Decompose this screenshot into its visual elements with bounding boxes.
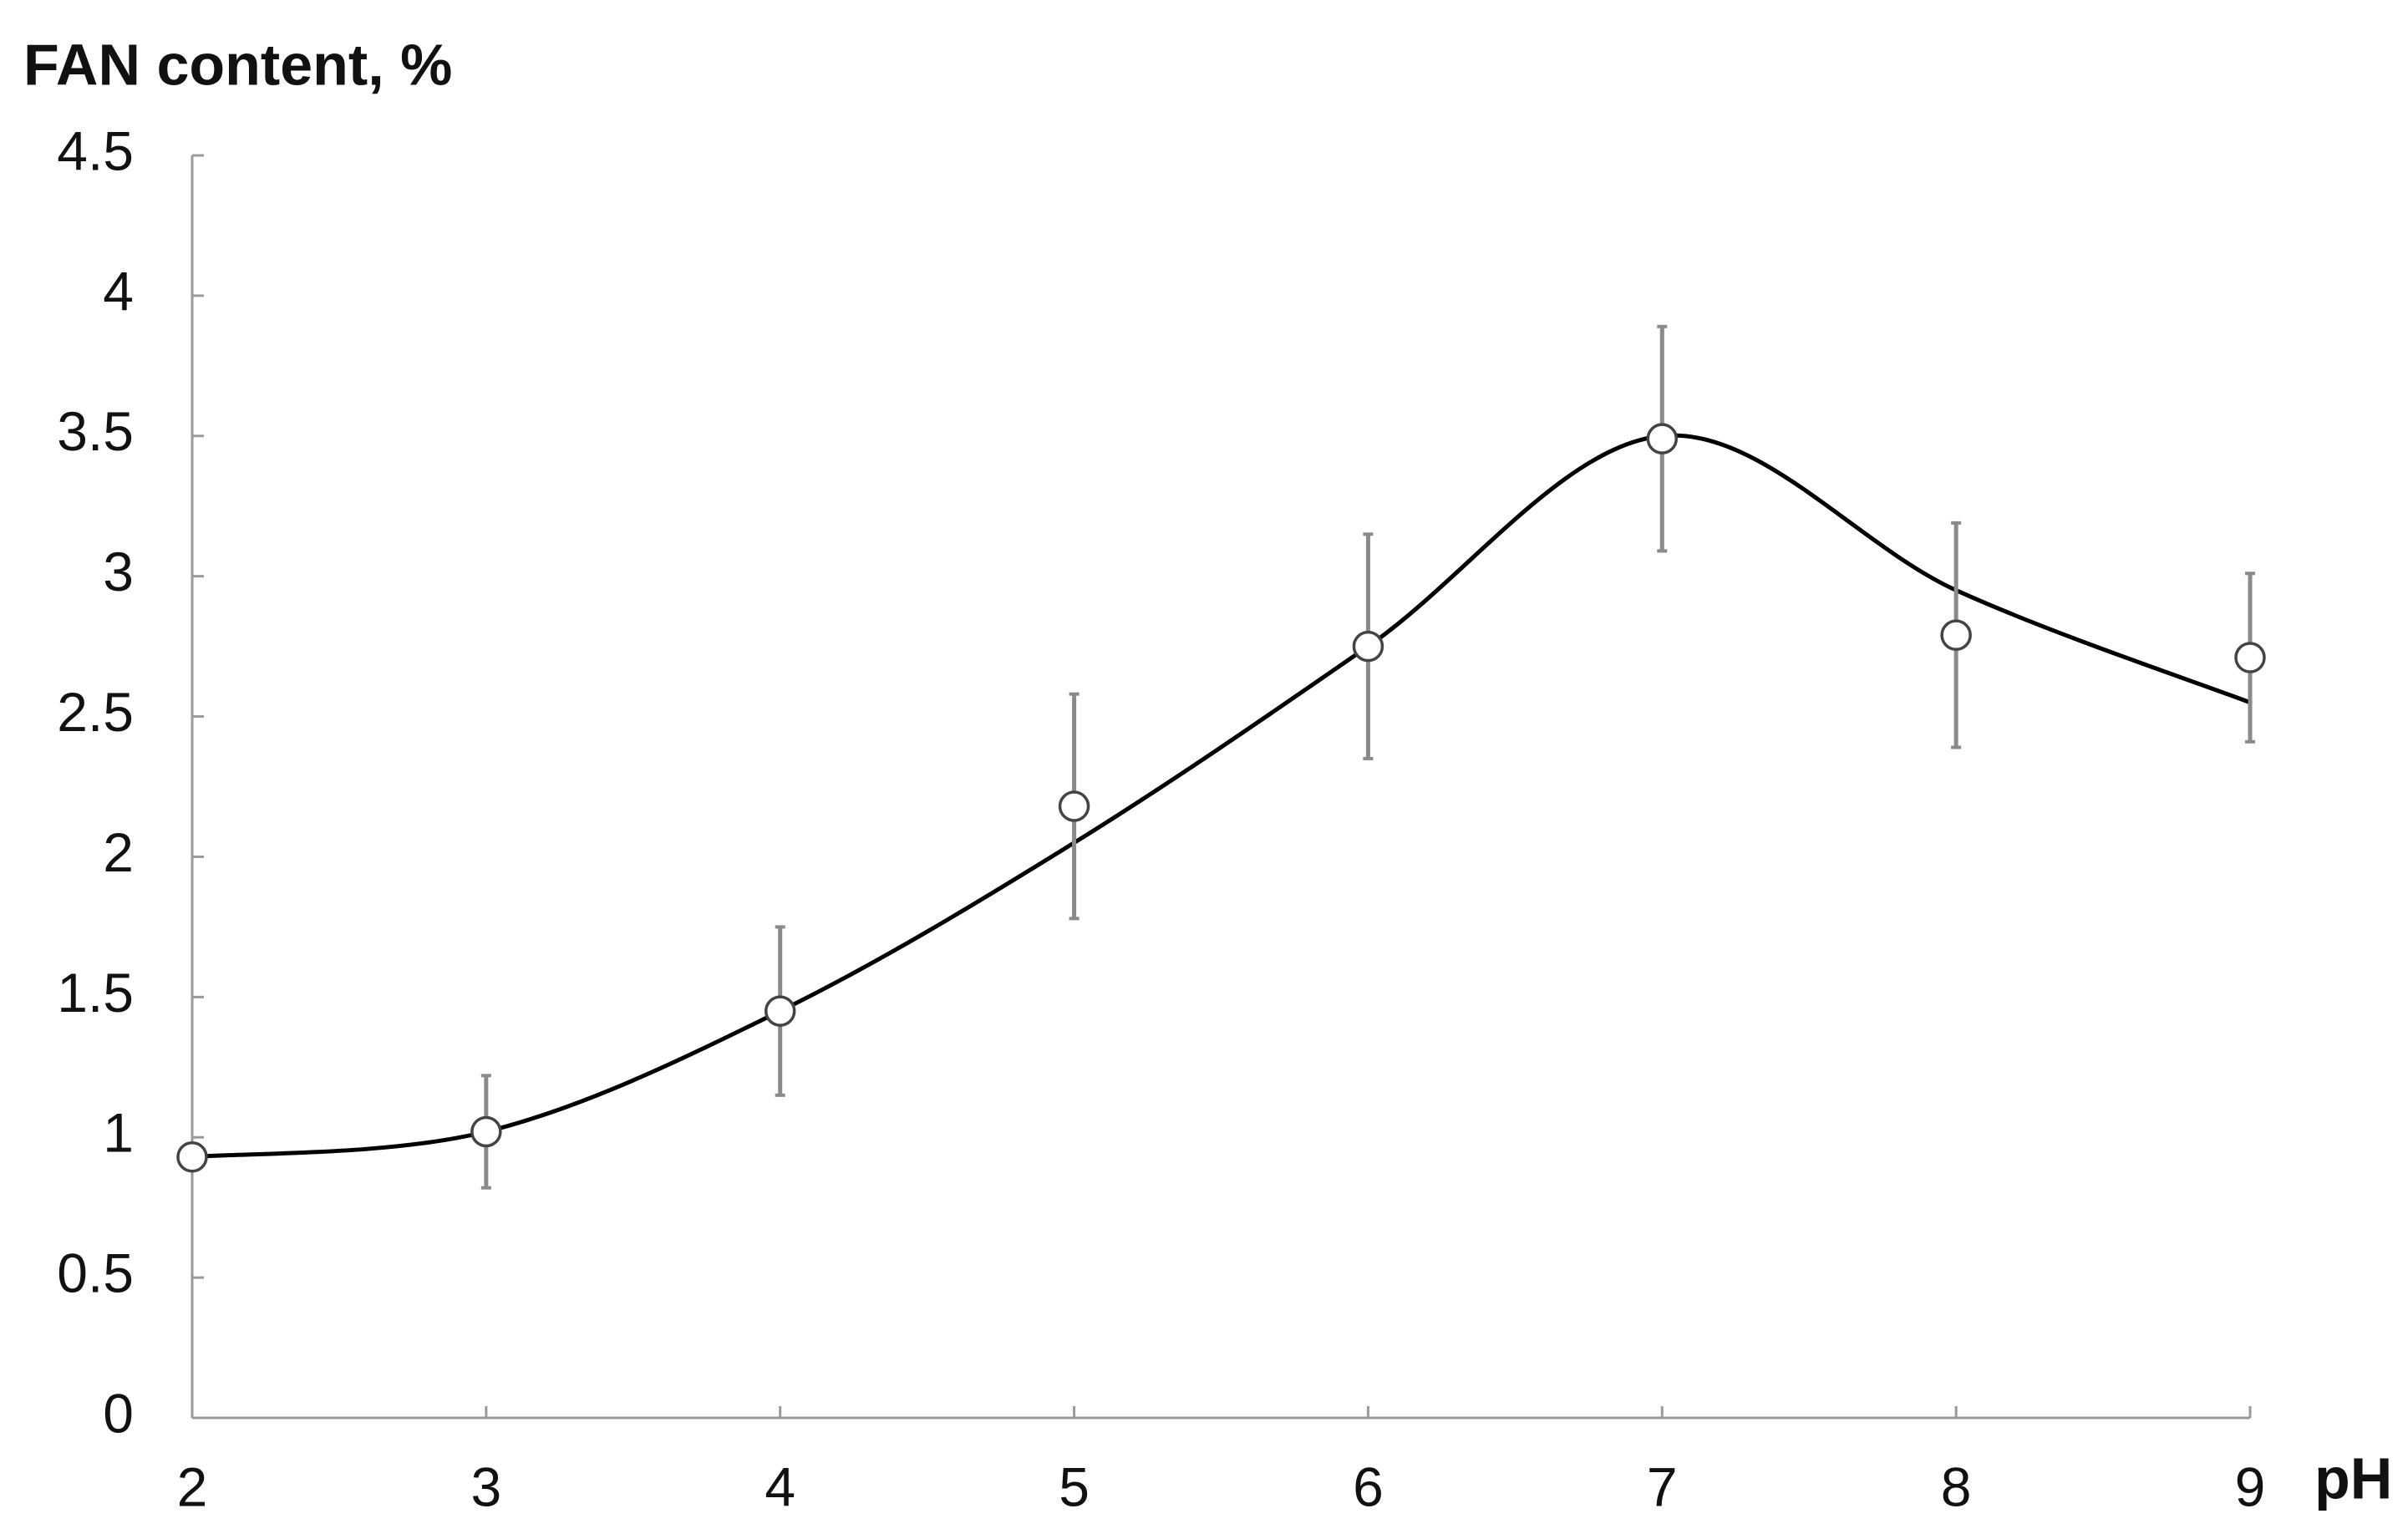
x-tick-label: 2 [177, 1455, 208, 1517]
x-tick-label: 6 [1353, 1455, 1384, 1517]
point [176, 1140, 208, 1173]
x-tick-label: 9 [2235, 1455, 2266, 1517]
point [470, 1115, 502, 1148]
y-axis-title: FAN content, % [23, 32, 452, 97]
fit-curve [191, 433, 2251, 1160]
y-tick-label: 1 [103, 1102, 134, 1164]
x-tick-label: 3 [470, 1455, 501, 1517]
y-tick-label: 0.5 [57, 1242, 134, 1304]
y-tick-label: 4 [103, 260, 134, 322]
x-axis-title: pH [2314, 1445, 2392, 1511]
point [764, 995, 796, 1027]
y-tick-label: 0 [103, 1382, 134, 1444]
y-tick-label: 4.5 [57, 119, 134, 181]
point [2234, 642, 2266, 673]
point [1058, 790, 1090, 822]
y-tick-label: 3.5 [57, 400, 134, 462]
point [1646, 423, 1679, 455]
y-tick-label: 3 [103, 541, 134, 602]
x-tick-label: 5 [1059, 1455, 1090, 1517]
point [1352, 630, 1384, 663]
y-tick-label: 1.5 [57, 962, 134, 1024]
x-tick-label: 4 [765, 1455, 795, 1517]
x-tick-label: 7 [1647, 1455, 1678, 1517]
y-tick-label: 2.5 [57, 681, 134, 743]
y-tick-label: 2 [103, 821, 134, 883]
x-tick-label: 8 [1941, 1455, 1972, 1517]
point [1940, 619, 1972, 651]
